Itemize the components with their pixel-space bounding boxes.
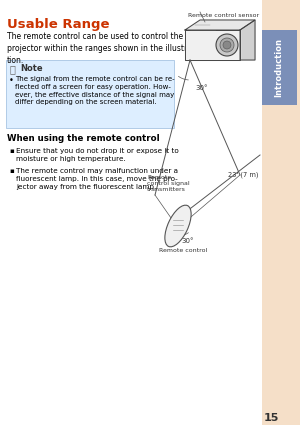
Text: 📝: 📝 <box>10 64 16 74</box>
Polygon shape <box>185 20 255 30</box>
Text: ▪: ▪ <box>9 148 14 154</box>
Text: 23' (7 m): 23' (7 m) <box>228 172 259 178</box>
Text: 30°: 30° <box>181 238 194 244</box>
Text: •: • <box>9 76 14 85</box>
Text: The remote control may malfunction under a
fluorescent lamp. In this case, move : The remote control may malfunction under… <box>16 168 178 190</box>
Text: Usable Range: Usable Range <box>7 18 110 31</box>
Circle shape <box>220 38 234 52</box>
Text: Introduction: Introduction <box>274 37 284 96</box>
Text: ▪: ▪ <box>9 168 14 174</box>
Text: Note: Note <box>20 64 43 73</box>
Text: 15: 15 <box>263 413 279 423</box>
Text: Remote control: Remote control <box>159 248 207 253</box>
Text: 30°: 30° <box>195 85 208 91</box>
Polygon shape <box>240 20 255 60</box>
FancyBboxPatch shape <box>6 60 174 128</box>
Circle shape <box>223 41 231 49</box>
Text: Remote control sensor: Remote control sensor <box>188 13 259 18</box>
Text: Remote
control signal
transmitters: Remote control signal transmitters <box>147 175 190 193</box>
Text: Ensure that you do not drop it or expose it to
moisture or high temperature.: Ensure that you do not drop it or expose… <box>16 148 179 162</box>
Circle shape <box>216 34 238 56</box>
Text: The signal from the remote control can be re-
flected off a screen for easy oper: The signal from the remote control can b… <box>15 76 175 105</box>
Text: The remote control can be used to control the
projector within the ranges shown : The remote control can be used to contro… <box>7 32 195 65</box>
FancyBboxPatch shape <box>262 0 300 425</box>
Text: When using the remote control: When using the remote control <box>7 134 160 143</box>
Ellipse shape <box>165 205 191 247</box>
Polygon shape <box>185 30 240 60</box>
FancyBboxPatch shape <box>262 30 297 105</box>
